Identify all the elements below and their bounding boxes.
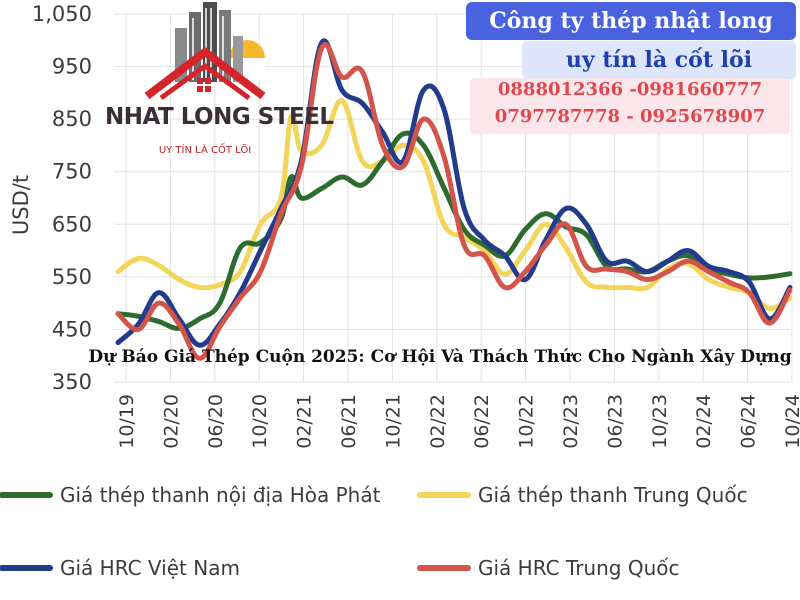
x-tick-label: 10/21	[382, 394, 404, 449]
article-title: Dự Báo Giá Thép Cuộn 2025: Cơ Hội Và Thá…	[88, 347, 792, 367]
x-tick-label: 02/23	[560, 394, 582, 449]
legend-label: Giá HRC Trung Quốc	[478, 556, 679, 580]
logo-name: NHAT LONG STEEL	[105, 104, 334, 130]
phone-numbers-box: 0888012366 -0981660777 0797787778 - 0925…	[470, 78, 790, 134]
y-tick-label: 650	[52, 212, 92, 236]
x-tick-label: 10/20	[249, 394, 271, 449]
y-tick-label: 1,050	[32, 2, 92, 26]
x-tick-label: 02/21	[294, 394, 316, 449]
logo-buildings-icon	[144, 2, 266, 101]
legend-label: Giá thép thanh nội địa Hòa Phát	[60, 483, 381, 507]
x-tick-label: 06/21	[338, 394, 360, 449]
x-tick-label: 02/22	[427, 394, 449, 449]
slogan-banner: uy tín là cốt lõi	[522, 41, 796, 79]
x-tick-label: 06/22	[471, 394, 493, 449]
company-name-banner: Công ty thép nhật long	[466, 2, 796, 40]
y-axis-label: USD/t	[9, 175, 33, 235]
y-tick-label: 450	[52, 317, 92, 341]
x-tick-label: 10/23	[649, 394, 671, 449]
phone-line-1: 0888012366 -0981660777	[497, 79, 763, 100]
y-tick-label: 750	[52, 160, 92, 184]
y-tick-label: 950	[52, 55, 92, 79]
y-tick-label: 550	[52, 265, 92, 289]
legend-label: Giá HRC Việt Nam	[60, 556, 240, 580]
company-logo: NHAT LONG STEEL UY TÍN LÀ CỐT LÕI	[105, 0, 334, 165]
y-tick-label: 850	[52, 107, 92, 131]
y-tick-label: 350	[52, 370, 92, 394]
x-tick-label: 06/20	[205, 394, 227, 449]
x-tick-label: 10/22	[516, 394, 538, 449]
phone-line-2: 0797787778 - 0925678907	[494, 106, 766, 127]
logo-slogan: UY TÍN LÀ CỐT LÕI	[158, 145, 252, 156]
series-line-4	[115, 42, 793, 361]
x-tick-label: 02/24	[693, 394, 715, 449]
x-tick-label: 02/20	[160, 394, 182, 449]
x-tick-label: 06/23	[604, 394, 626, 449]
x-tick-label: 10/24	[782, 394, 800, 449]
legend-label: Giá thép thanh Trung Quốc	[478, 483, 748, 507]
x-tick-label: 10/19	[116, 394, 138, 449]
x-tick-label: 06/24	[738, 394, 760, 449]
